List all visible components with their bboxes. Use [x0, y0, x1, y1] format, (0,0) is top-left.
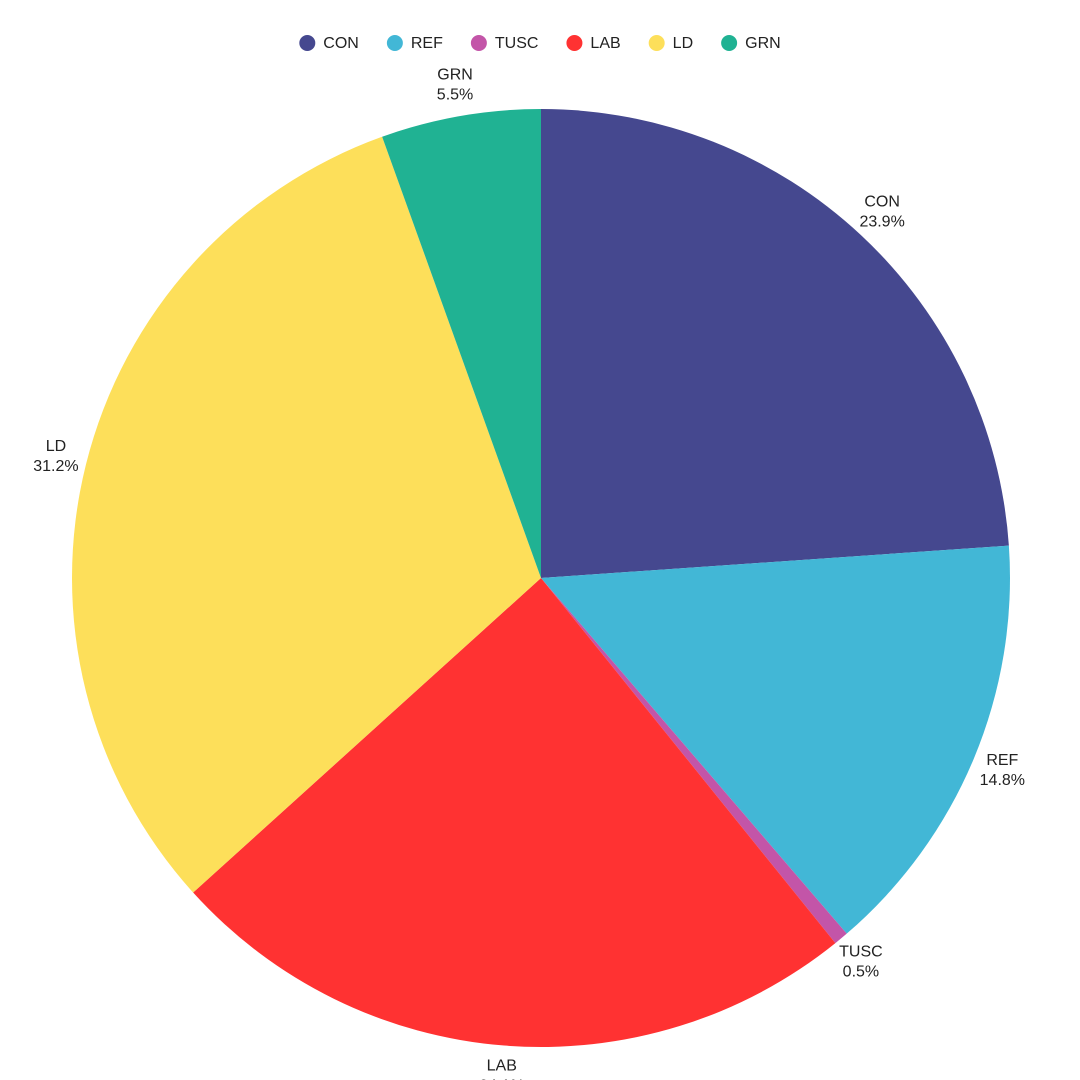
slice-label-name: TUSC	[839, 943, 883, 960]
slice-label-value: 0.5%	[843, 963, 879, 980]
slice-label-value: 23.9%	[859, 214, 904, 231]
legend-label: GRN	[745, 35, 781, 52]
slice-label-name: CON	[864, 194, 900, 211]
slice-label-name: REF	[986, 752, 1018, 769]
legend-marker	[299, 35, 316, 51]
legend-label: LAB	[590, 35, 620, 52]
pie-slice	[71, 136, 542, 893]
legend-label: CON	[323, 35, 359, 52]
legend-marker	[721, 35, 738, 51]
legend: CON REF TUSC LAB LD GRN	[299, 35, 781, 52]
legend-marker	[566, 35, 583, 51]
legend-marker	[386, 35, 403, 51]
legend-label: TUSC	[495, 35, 539, 52]
slice-label-value: 5.5%	[437, 87, 473, 104]
pie-slice	[541, 545, 1010, 934]
slice-label-value: 14.8%	[980, 772, 1025, 789]
slice-label-value: 24.1%	[479, 1078, 524, 1080]
legend-marker	[648, 35, 665, 51]
pie-slice	[193, 578, 836, 1047]
slice-label-name: GRN	[437, 67, 473, 84]
legend-marker	[470, 35, 487, 51]
slice-label-value: 31.2%	[33, 458, 78, 475]
legend-label: REF	[411, 35, 443, 52]
slice-label-name: LD	[46, 438, 66, 455]
pie-slice	[541, 578, 847, 944]
slice-label-name: LAB	[487, 1058, 517, 1075]
legend-label: LD	[673, 35, 693, 52]
pie-slice	[541, 109, 1009, 578]
pie-slice	[382, 109, 541, 578]
